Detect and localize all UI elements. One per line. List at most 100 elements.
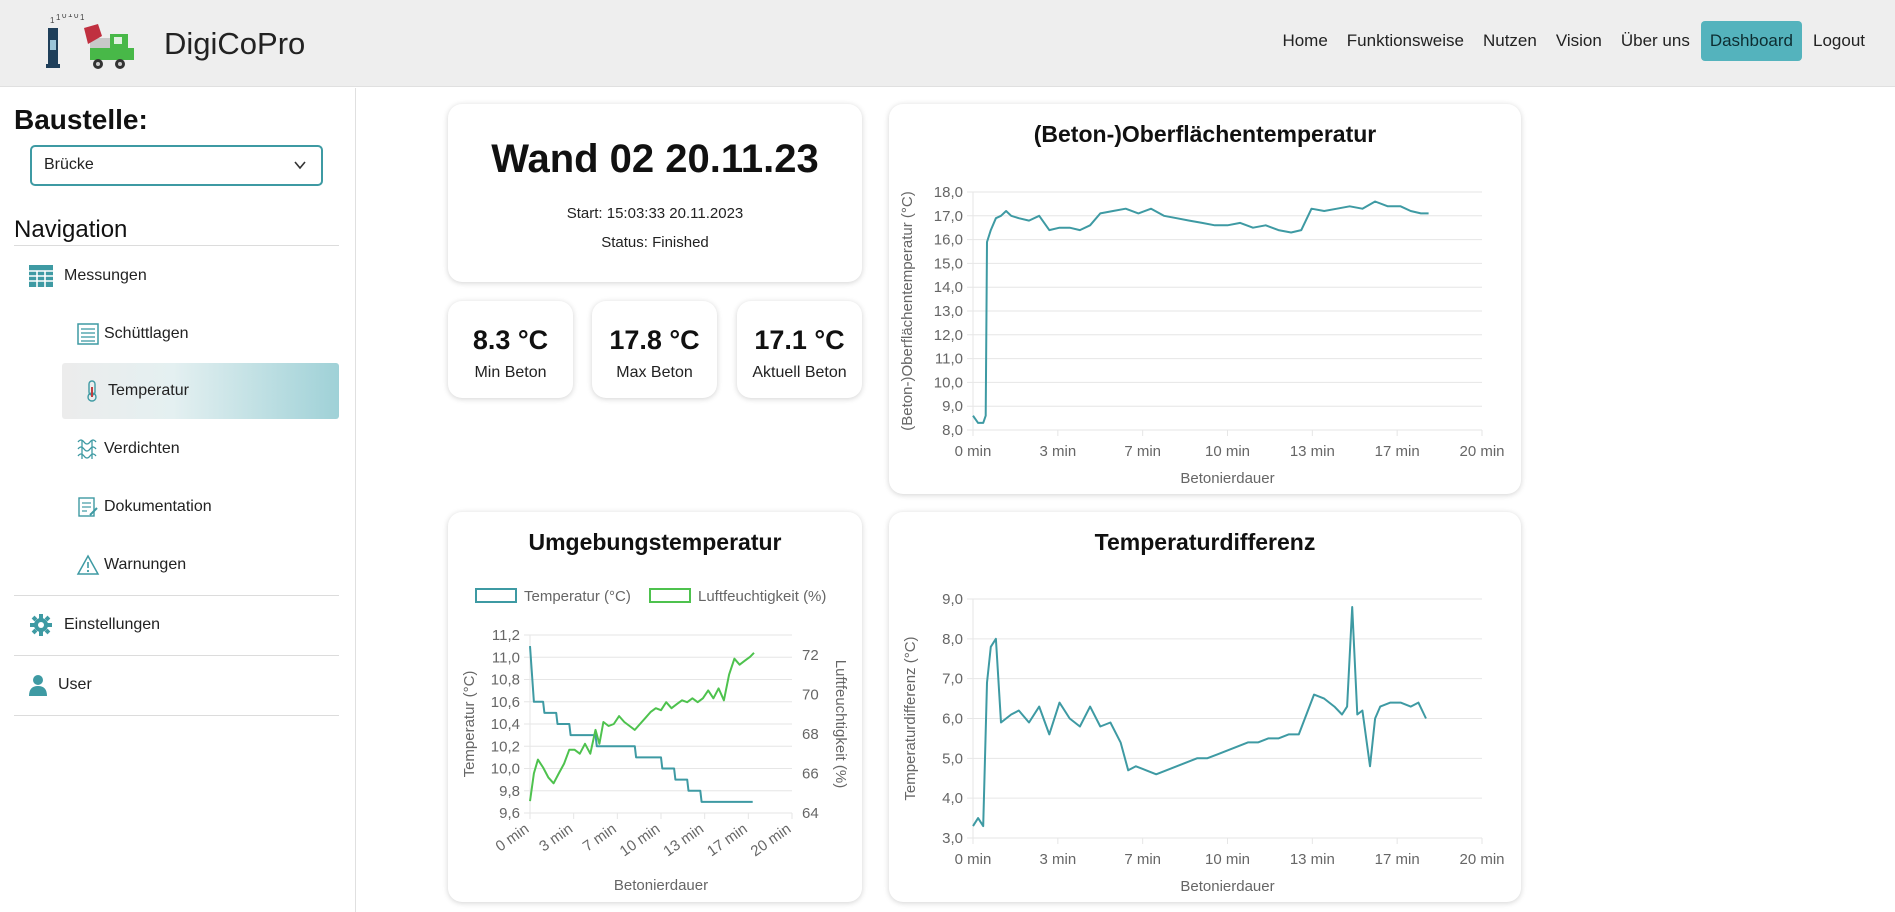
y-tick-label: 11,0: [935, 351, 963, 368]
grid-table-icon: [28, 263, 54, 289]
y2-tick-label: 66: [802, 765, 819, 782]
y-tick-label: 10,0: [934, 374, 963, 391]
series-line: [972, 606, 1427, 828]
digicopro-logo-icon: 1 1 0 1 0 1: [46, 10, 134, 69]
x-tick-label: 20 min: [1459, 443, 1504, 460]
stat-label: Max Beton: [616, 364, 693, 381]
sidebar-item-warnungen[interactable]: Warnungen: [76, 537, 339, 593]
y2-tick-label: 70: [802, 686, 819, 703]
sidebar-item-label: Verdichten: [104, 440, 180, 457]
nav-home[interactable]: Home: [1282, 31, 1328, 50]
svg-text:1: 1: [68, 14, 73, 19]
x-tick-label: 0 min: [955, 851, 992, 868]
y-tick-label: 4,0: [942, 790, 963, 807]
sidebar-item-verdichten[interactable]: Verdichten: [76, 421, 339, 477]
x-tick-label: 17 min: [704, 820, 751, 860]
y-tick-label: 10,6: [491, 694, 520, 711]
series-line: [529, 646, 753, 803]
y-tick-label: 8,0: [942, 631, 963, 648]
y-tick-label: 18,0: [934, 184, 963, 201]
y-tick-label: 7,0: [942, 671, 963, 688]
stat-card-min: 8.3 °C Min Beton: [448, 301, 573, 398]
y-tick-label: 10,0: [491, 761, 520, 778]
x-tick-label: 3 min: [1039, 851, 1076, 868]
y-tick-label: 11,0: [492, 649, 520, 666]
nav-logout[interactable]: Logout: [1813, 31, 1865, 50]
x-tick-label: 13 min: [1290, 851, 1335, 868]
x-tick-label: 0 min: [955, 443, 992, 460]
y-tick-label: 17,0: [934, 208, 963, 225]
y-tick-label: 9,6: [499, 805, 520, 822]
stat-label: Aktuell Beton: [752, 364, 847, 381]
x-tick-label: 7 min: [1124, 443, 1161, 460]
x-axis-title: Betonierdauer: [1180, 470, 1274, 487]
y2-tick-label: 68: [802, 726, 819, 743]
stat-value: 17.8 °C: [609, 325, 700, 355]
measurement-title: Wand 02 20.11.23: [491, 137, 819, 181]
svg-text:1: 1: [80, 14, 85, 22]
nav-ueber-uns[interactable]: Über uns: [1620, 31, 1690, 50]
sidebar-item-label: Temperatur: [108, 382, 189, 399]
stat-card-max: 17.8 °C Max Beton: [592, 301, 717, 398]
legend-swatch: [649, 588, 691, 603]
nav-funktionsweise[interactable]: Funktionsweise: [1346, 31, 1464, 50]
sidebar: Baustelle: Brücke Navigation Messungen S…: [0, 88, 356, 912]
brand-name: DigiCoPro: [164, 26, 306, 61]
y-tick-label: 5,0: [942, 750, 963, 767]
brand-logo[interactable]: 1 1 0 1 0 1 DigiCoPro: [44, 10, 305, 74]
legend-label: Luftfeuchtigkeit (%): [698, 588, 826, 605]
chart-title: Umgebungstemperatur: [528, 529, 782, 555]
layers-list-icon: [76, 322, 100, 346]
y-tick-label: 9,0: [942, 398, 963, 415]
x-tick-label: 3 min: [536, 820, 576, 855]
y-axis-title: (Beton-)Oberflächentemperatur (°C): [899, 191, 916, 430]
top-navbar: 1 1 0 1 0 1 DigiCoPro Home Funktionsweis…: [0, 0, 1895, 87]
sidebar-item-label: Einstellungen: [64, 616, 161, 633]
sidebar-item-messungen[interactable]: Messungen: [28, 248, 339, 304]
start-time: Start: 15:03:33 20.11.2023: [566, 205, 744, 222]
y-tick-label: 9,0: [942, 591, 963, 608]
baustelle-label: Baustelle:: [14, 104, 148, 135]
nav-dashboard[interactable]: Dashboard: [1700, 21, 1802, 61]
x-axis-title: Betonierdauer: [614, 877, 708, 894]
baustelle-select[interactable]: Brücke: [30, 145, 323, 186]
x-tick-label: 20 min: [1459, 851, 1504, 868]
legend-label: Temperatur (°C): [524, 588, 631, 605]
sidebar-item-schuettlagen[interactable]: Schüttlagen: [76, 306, 339, 362]
nav-vision[interactable]: Vision: [1555, 31, 1602, 50]
svg-text:0: 0: [74, 14, 79, 20]
x-tick-label: 13 min: [660, 820, 707, 860]
y-tick-label: 9,8: [499, 783, 520, 800]
x-tick-label: 0 min: [492, 820, 532, 855]
sidebar-item-temperatur[interactable]: Temperatur: [62, 363, 339, 419]
y-tick-label: 10,4: [491, 716, 520, 733]
y-tick-label: 10,2: [491, 738, 520, 755]
sidebar-item-label: Messungen: [64, 267, 147, 284]
temp-diff-chart[interactable]: 3,0 4,0 5,0 6,0 7,0 8,0 9,0 0 min 3 min 7 min 10 m…: [889, 512, 1521, 902]
y2-tick-label: 72: [802, 647, 819, 664]
y-axis-title: Temperatur (°C): [461, 671, 478, 778]
divider: [14, 595, 339, 596]
y-tick-label: 8,0: [942, 422, 963, 439]
sidebar-item-user[interactable]: User: [28, 657, 339, 713]
svg-text:1: 1: [50, 16, 55, 25]
gear-icon: [28, 612, 54, 638]
sidebar-item-label: User: [58, 676, 92, 693]
ambient-temp-chart[interactable]: 9,6 9,8 10,0 10,2 10,4 10,6 10,8 11,0 11,2 0 min 3…: [448, 512, 862, 902]
nav-nutzen[interactable]: Nutzen: [1482, 31, 1537, 50]
y-tick-label: 13,0: [934, 303, 963, 320]
y-tick-label: 15,0: [934, 255, 963, 272]
x-tick-label: 10 min: [1205, 851, 1250, 868]
sidebar-item-dokumentation[interactable]: Dokumentation: [76, 479, 339, 535]
sidebar-item-einstellungen[interactable]: Einstellungen: [28, 597, 339, 653]
x-tick-label: 3 min: [1039, 443, 1076, 460]
divider: [14, 715, 339, 716]
divider: [14, 655, 339, 656]
chart-title: (Beton-)Oberflächentemperatur: [1033, 121, 1377, 147]
chevron-down-icon: [294, 161, 306, 170]
surface-temp-chart[interactable]: 8,0 9,0 10,0 11,0 12,0 13,0 14,0 15,0 16,0 17,0 18…: [889, 104, 1521, 494]
legend-swatch: [475, 588, 517, 603]
stat-value: 8.3 °C: [472, 325, 549, 355]
x-tick-label: 13 min: [1290, 443, 1335, 460]
stat-value: 17.1 °C: [754, 325, 845, 355]
